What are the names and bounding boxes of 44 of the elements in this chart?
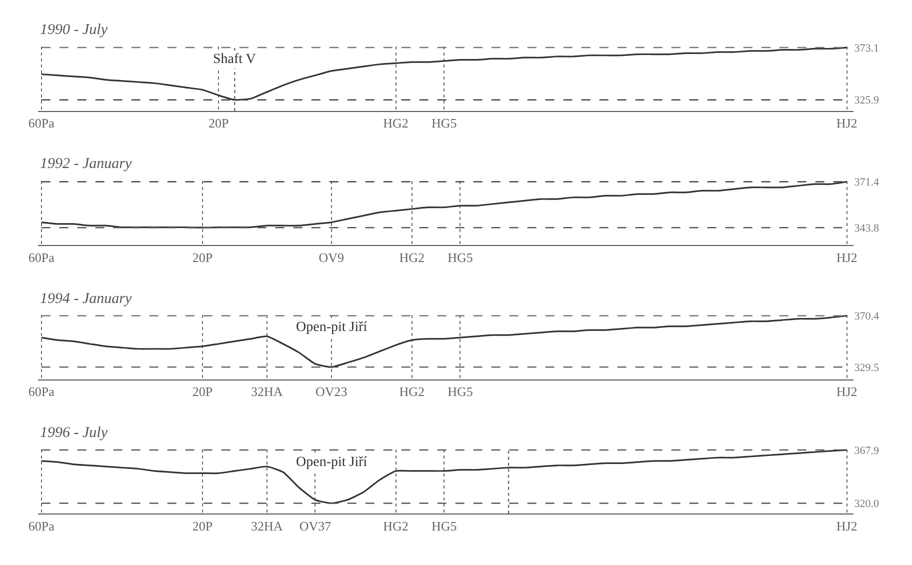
y-tick-label: 370.4 <box>854 310 880 323</box>
line-series <box>40 180 848 228</box>
y-tick-label: 325.9 <box>854 94 880 107</box>
x-tick-label: OV9 <box>318 250 344 265</box>
line-series <box>40 46 848 101</box>
x-tick-label: 32HA <box>251 518 284 534</box>
x-tick-label: HG5 <box>431 518 457 534</box>
x-tick-label: HG2 <box>383 518 408 534</box>
x-tick-label: 20P <box>192 250 213 265</box>
x-tick-label: 60Pa <box>28 250 55 265</box>
x-tick-label: HG5 <box>431 116 457 131</box>
x-tick-label: OV23 <box>315 384 348 400</box>
x-tick-label: 32HA <box>251 384 284 400</box>
x-tick-label: OV37 <box>299 518 332 534</box>
chart-title: 1990 - July <box>40 22 108 38</box>
x-tick-label: HG5 <box>448 384 473 400</box>
x-tick-label: 20P <box>192 518 213 534</box>
x-tick-label: 60Pa <box>28 384 55 400</box>
x-tick-label: 20P <box>208 116 229 131</box>
annotation: Open-pit Jiří <box>296 320 368 335</box>
line-series <box>40 315 848 368</box>
x-tick-label: HJ2 <box>836 384 858 400</box>
chart-title: 1994 - January <box>40 291 132 307</box>
x-tick-label: HG2 <box>399 384 425 400</box>
x-tick-label: 60Pa <box>28 518 55 534</box>
chart-title: 1996 - July <box>40 425 108 441</box>
y-tick-label: 367.9 <box>854 444 880 457</box>
x-tick-label: 20P <box>192 384 213 400</box>
x-tick-label: 60Pa <box>28 116 55 131</box>
y-tick-label: 320.0 <box>854 498 880 510</box>
annotation: Open-pit Jiří <box>296 455 368 470</box>
y-tick-label: 343.8 <box>854 222 880 234</box>
y-tick-label: 373.1 <box>854 42 880 54</box>
line-series <box>40 449 848 504</box>
chart-title: 1992 - January <box>40 156 132 172</box>
x-tick-label: HJ2 <box>836 116 858 131</box>
x-tick-label: HJ2 <box>836 250 858 265</box>
x-tick-label: HG2 <box>399 250 425 265</box>
annotation: Shaft V <box>213 52 256 67</box>
y-tick-label: 329.5 <box>854 362 880 374</box>
x-tick-label: HG2 <box>383 116 408 131</box>
y-tick-label: 371.4 <box>854 176 880 189</box>
x-tick-label: HG5 <box>448 250 473 265</box>
x-tick-label: HJ2 <box>836 518 858 534</box>
